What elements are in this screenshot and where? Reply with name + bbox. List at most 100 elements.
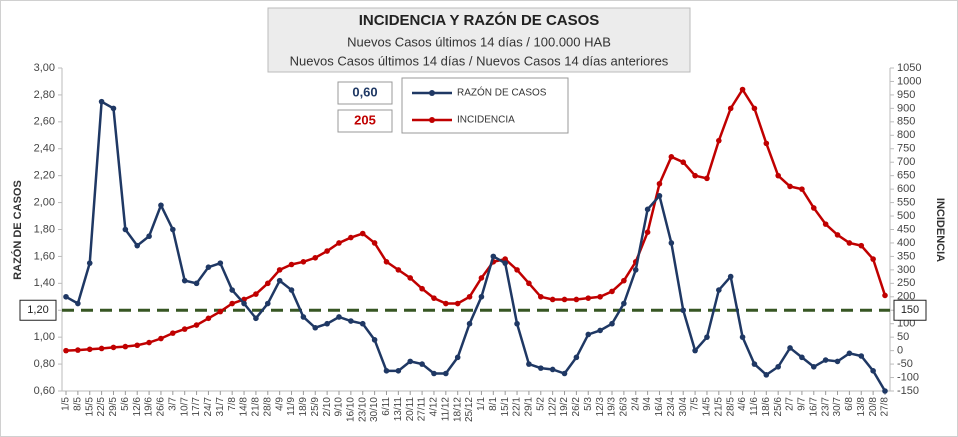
data-point: [834, 358, 841, 365]
data-point: [134, 342, 141, 349]
x-tick-label: 30/10: [369, 397, 380, 422]
x-tick-label: 6/8: [844, 397, 855, 411]
x-tick-label: 29/1: [524, 397, 535, 417]
x-tick-label: 7/8: [227, 397, 238, 411]
data-point: [549, 366, 556, 373]
x-tick-label: 20/8: [868, 397, 879, 417]
x-tick-label: 27/8: [880, 397, 891, 417]
y2-tick-label: 1050: [897, 62, 921, 74]
y-tick-label: 1,80: [34, 223, 55, 235]
reference-box: [19, 299, 57, 321]
x-tick-label: 12/6: [132, 397, 143, 417]
x-tick-label: 5/3: [583, 397, 594, 411]
x-tick-label: 4/6: [737, 397, 748, 411]
data-point: [371, 240, 378, 246]
data-point: [122, 343, 129, 350]
data-point: [110, 344, 117, 351]
data-point: [810, 363, 817, 370]
x-tick-label: 22/5: [96, 397, 107, 417]
data-point: [181, 277, 188, 284]
data-point: [253, 291, 259, 297]
x-tick-label: 29/5: [108, 397, 119, 417]
data-point: [632, 267, 639, 273]
legend-label: INCIDENCIA: [457, 115, 515, 126]
y-tick-label: 0,80: [34, 358, 55, 370]
x-tick-label: 10/7: [179, 397, 190, 417]
data-point: [241, 300, 247, 307]
series-line: [65, 87, 887, 352]
data-point: [158, 335, 164, 342]
data-point: [775, 363, 781, 370]
x-tick-label: 9/10: [334, 397, 345, 417]
data-point: [75, 300, 81, 307]
y2-tick-label: 450: [897, 223, 915, 235]
data-point: [170, 226, 176, 233]
data-point: [799, 354, 805, 361]
x-tick-label: 30/7: [832, 397, 843, 417]
data-point: [514, 320, 520, 327]
data-point: [716, 137, 722, 144]
data-point: [324, 320, 330, 327]
x-tick-label: 18/9: [298, 397, 309, 417]
value-box: [337, 81, 393, 105]
x-tick-label: 14/8: [239, 397, 250, 417]
data-point: [526, 361, 532, 367]
y2-tick-label: 300: [897, 264, 915, 276]
x-tick-label: 24/7: [203, 397, 214, 417]
data-point: [253, 315, 259, 322]
data-point: [336, 240, 342, 246]
y2-tick-label: 250: [897, 277, 915, 289]
y-tick-label: 0,60: [34, 385, 55, 397]
x-tick-label: 5/2: [535, 397, 546, 411]
data-point: [419, 361, 425, 367]
data-point: [787, 345, 793, 351]
x-tick-label: 5/6: [120, 397, 131, 411]
data-point: [98, 345, 105, 352]
data-point: [644, 229, 651, 235]
x-tick-label: 21/8: [251, 397, 262, 417]
y-axis-label: RAZÓN DE CASOS: [11, 180, 24, 280]
data-point: [573, 354, 580, 361]
chart-subtitle: Nuevos Casos últimos 14 días / Nuevos Ca…: [290, 53, 669, 68]
data-point: [134, 242, 141, 249]
data-point: [443, 370, 449, 377]
x-tick-label: 11/12: [440, 397, 451, 422]
data-point: [86, 260, 93, 266]
y2-tick-label: -50: [897, 358, 913, 370]
data-point: [822, 221, 829, 227]
y2-tick-label: 750: [897, 143, 915, 155]
data-point: [763, 140, 770, 147]
data-point: [514, 267, 520, 273]
x-tick-label: 4/9: [274, 397, 285, 411]
data-point: [146, 339, 152, 346]
y2-tick-label: 0: [897, 345, 903, 357]
chart-title: INCIDENCIA Y RAZÓN DE CASOS: [359, 11, 600, 29]
y2-tick-label: -150: [897, 385, 919, 397]
data-point: [739, 86, 746, 93]
y2-tick-label: 50: [897, 331, 909, 343]
x-tick-label: 26/2: [571, 397, 582, 417]
y-tick-label: 2,20: [34, 170, 55, 182]
data-point: [75, 347, 81, 353]
legend-marker: [429, 117, 435, 123]
data-point: [98, 98, 105, 105]
data-point: [110, 105, 117, 112]
data-point: [549, 296, 556, 303]
data-point: [181, 326, 188, 332]
data-point: [799, 186, 805, 192]
y-tick-label: 2,80: [34, 89, 55, 101]
data-point: [288, 261, 295, 268]
x-tick-label: 30/4: [678, 397, 689, 417]
data-point: [704, 175, 710, 182]
data-point: [407, 275, 414, 281]
data-point: [882, 292, 888, 299]
x-tick-label: 11/9: [286, 397, 297, 416]
reference-label: 1,20: [27, 304, 48, 316]
y-tick-label: 1,40: [34, 277, 55, 289]
x-tick-label: 16/7: [808, 397, 819, 417]
data-point: [324, 248, 330, 254]
data-point: [217, 308, 224, 315]
data-point: [443, 300, 449, 307]
data-point: [146, 233, 152, 240]
data-point: [454, 354, 461, 361]
